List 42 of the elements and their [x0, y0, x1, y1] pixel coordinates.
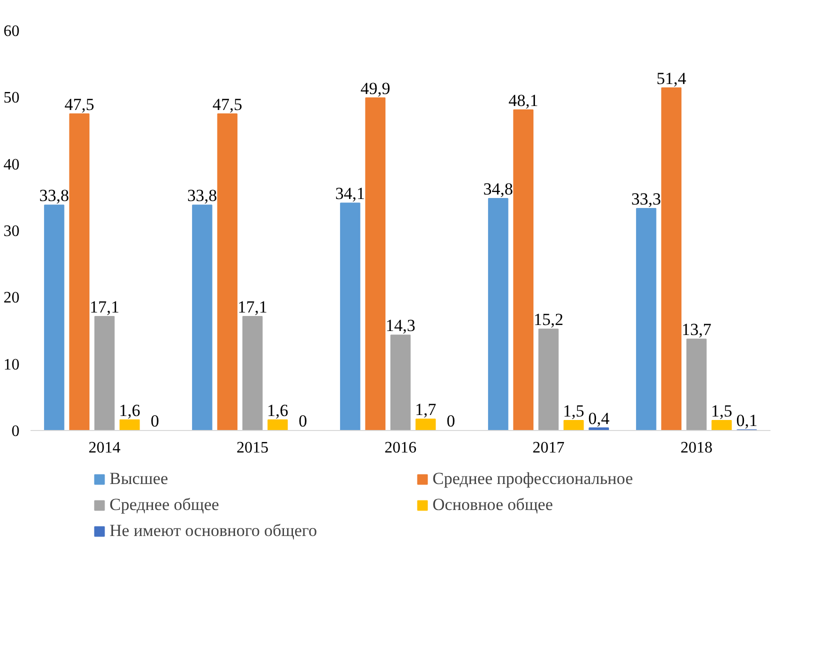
- data-label: 33,8: [187, 186, 218, 206]
- data-label: 17,1: [90, 298, 120, 316]
- y-tick-label: 0: [12, 423, 20, 440]
- data-label: 13,7: [682, 320, 712, 340]
- data-label: 33,8: [39, 186, 70, 206]
- data-label: 33,3: [631, 190, 662, 208]
- legend-label: Высшее: [110, 469, 169, 489]
- data-label: 15,2: [534, 310, 564, 330]
- y-tick-label: 60: [4, 23, 20, 40]
- data-label: 48,1: [508, 90, 538, 110]
- data-label: 34,1: [335, 184, 366, 204]
- y-tick-label: 10: [4, 356, 20, 374]
- y-tick-label: 40: [4, 156, 20, 174]
- x-tick-label: 2015: [236, 440, 268, 456]
- legend-label: Среднее профессиональное: [432, 469, 634, 489]
- y-tick-label: 30: [4, 223, 20, 240]
- data-label: 1,6: [267, 400, 288, 420]
- x-tick-label: 2018: [680, 440, 712, 456]
- legend-label: Основное общее: [432, 495, 554, 515]
- data-label: 0: [446, 412, 456, 430]
- data-label: 1,6: [119, 400, 140, 420]
- data-label: 0,1: [736, 410, 758, 430]
- legend-label: Не имеют основного общего: [110, 521, 318, 541]
- data-label: 1,5: [711, 402, 732, 420]
- y-tick-label: 20: [4, 290, 20, 307]
- data-label: 14,3: [386, 316, 416, 336]
- data-label: 0: [298, 412, 308, 430]
- legend-label: Среднее общее: [110, 495, 220, 515]
- y-tick-label: 50: [4, 90, 20, 107]
- data-label: 51,4: [656, 68, 687, 88]
- data-label: 0,4: [588, 408, 610, 428]
- x-tick-label: 2014: [88, 440, 120, 456]
- x-tick-label: 2016: [384, 440, 416, 456]
- data-label: 1,5: [563, 402, 584, 420]
- data-label: 0: [150, 412, 160, 430]
- x-tick-label: 2017: [532, 440, 564, 456]
- data-label: 47,5: [64, 94, 94, 114]
- data-label: 47,5: [212, 94, 242, 114]
- data-label: 17,1: [238, 298, 268, 316]
- data-label: 34,8: [483, 180, 514, 198]
- data-label: 49,9: [360, 78, 390, 98]
- data-label: 1,7: [415, 400, 437, 420]
